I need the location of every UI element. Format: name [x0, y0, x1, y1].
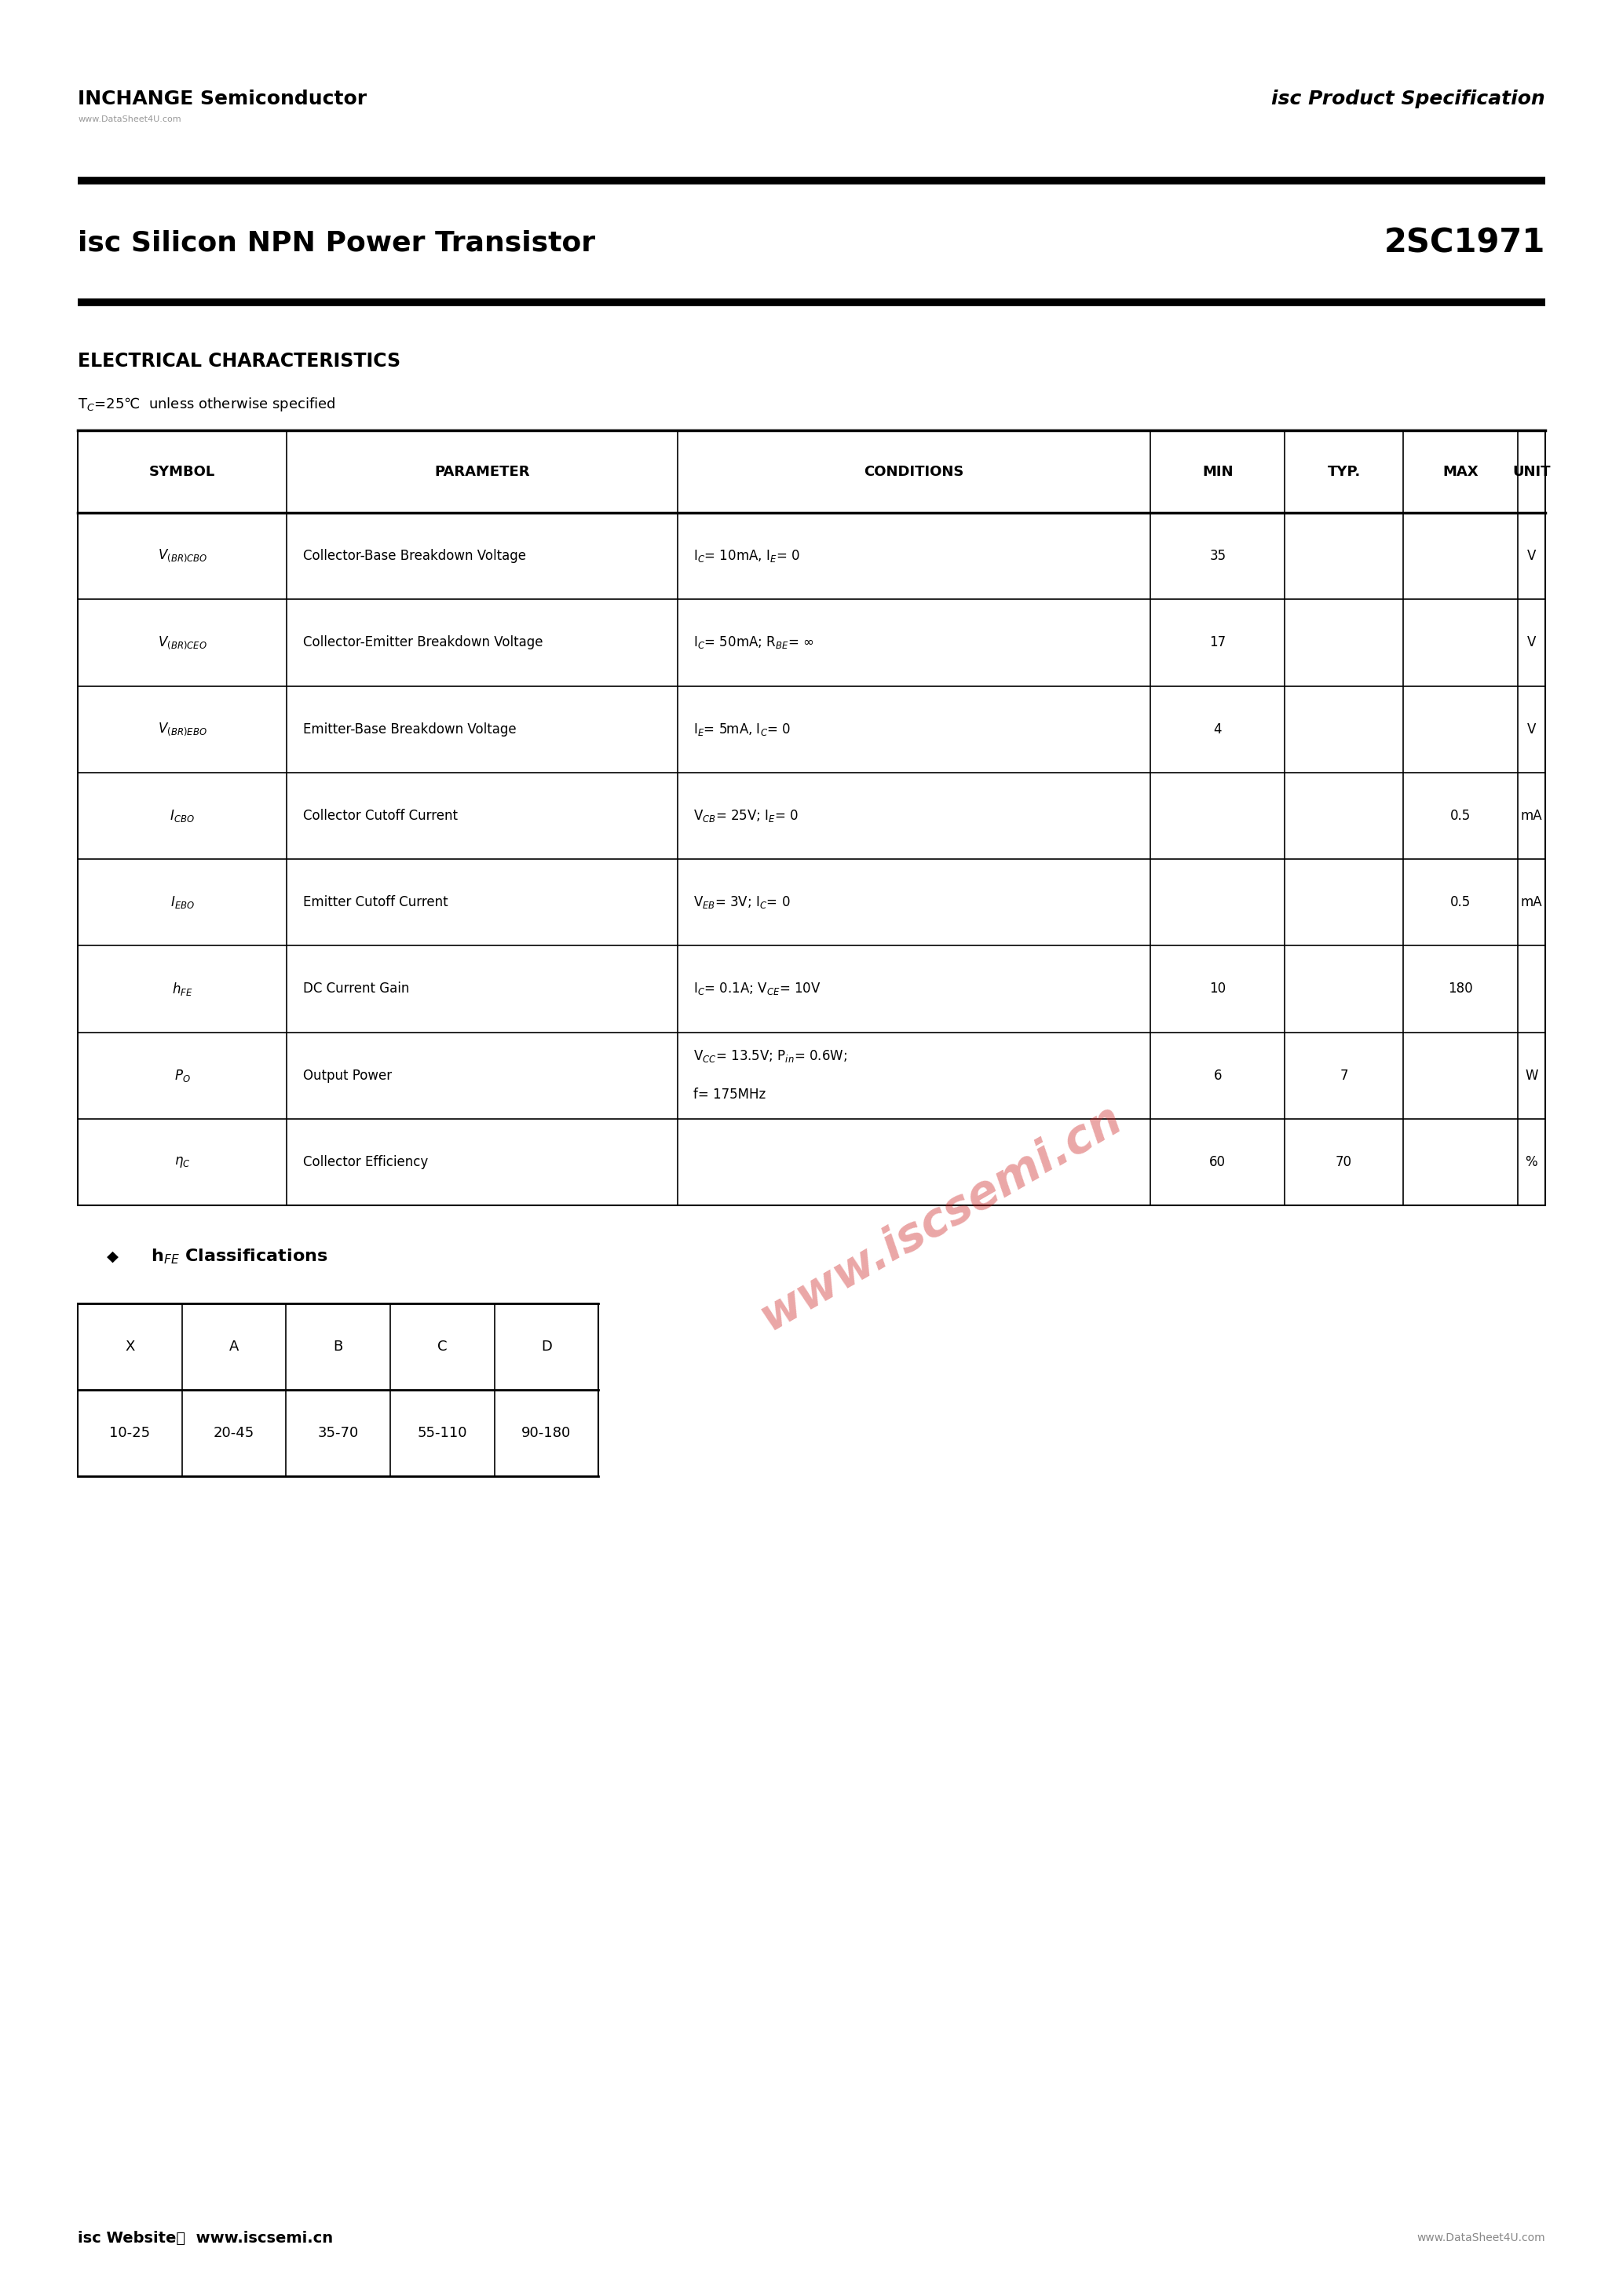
Text: V$_{(BR)EBO}$: V$_{(BR)EBO}$ [157, 721, 208, 737]
Text: f= 175MHz: f= 175MHz [693, 1088, 766, 1102]
Text: 2SC1971: 2SC1971 [1384, 227, 1545, 259]
Text: 4: 4 [1214, 723, 1222, 737]
Text: A: A [229, 1339, 239, 1355]
Text: h$_{FE}$ Classifications: h$_{FE}$ Classifications [151, 1247, 328, 1265]
Text: C: C [438, 1339, 448, 1355]
Text: V: V [1527, 723, 1535, 737]
Text: ◆: ◆ [107, 1249, 118, 1263]
Text: Emitter Cutoff Current: Emitter Cutoff Current [304, 895, 448, 909]
Text: 180: 180 [1448, 983, 1472, 996]
Text: V$_{(BR)CBO}$: V$_{(BR)CBO}$ [157, 549, 208, 565]
Text: D: D [540, 1339, 552, 1355]
Text: www.DataSheet4U.com: www.DataSheet4U.com [1417, 2232, 1545, 2243]
Text: Collector Cutoff Current: Collector Cutoff Current [304, 808, 458, 822]
Text: SYMBOL: SYMBOL [149, 464, 216, 478]
Text: MAX: MAX [1443, 464, 1479, 478]
Text: X: X [125, 1339, 135, 1355]
Bar [78, 1304, 599, 1476]
Text: 20-45: 20-45 [214, 1426, 255, 1440]
Text: 35-70: 35-70 [318, 1426, 359, 1440]
Text: W: W [1526, 1068, 1537, 1081]
Text: I$_C$= 50mA; R$_{BE}$= $\infty$: I$_C$= 50mA; R$_{BE}$= $\infty$ [693, 634, 815, 650]
Text: I$_C$= 0.1A; V$_{CE}$= 10V: I$_C$= 0.1A; V$_{CE}$= 10V [693, 980, 821, 996]
Text: 7: 7 [1341, 1068, 1349, 1081]
Text: CONDITIONS: CONDITIONS [863, 464, 964, 478]
Text: TYP.: TYP. [1328, 464, 1360, 478]
Text: Collector-Emitter Breakdown Voltage: Collector-Emitter Breakdown Voltage [304, 636, 544, 650]
Text: V$_{(BR)CEO}$: V$_{(BR)CEO}$ [157, 634, 208, 650]
Text: V$_{CC}$= 13.5V; P$_{in}$= 0.6W;: V$_{CC}$= 13.5V; P$_{in}$= 0.6W; [693, 1049, 847, 1065]
Text: isc Silicon NPN Power Transistor: isc Silicon NPN Power Transistor [78, 230, 596, 257]
Text: PARAMETER: PARAMETER [435, 464, 529, 478]
Text: ELECTRICAL CHARACTERISTICS: ELECTRICAL CHARACTERISTICS [78, 351, 401, 370]
Text: INCHANGE Semiconductor: INCHANGE Semiconductor [78, 90, 367, 108]
Text: I$_{CBO}$: I$_{CBO}$ [170, 808, 195, 824]
Text: V: V [1527, 636, 1535, 650]
Text: $\eta$$_C$: $\eta$$_C$ [174, 1155, 190, 1169]
Text: 0.5: 0.5 [1449, 808, 1470, 822]
Text: V$_{CB}$= 25V; I$_E$= 0: V$_{CB}$= 25V; I$_E$= 0 [693, 808, 799, 824]
Text: I$_C$= 10mA, I$_E$= 0: I$_C$= 10mA, I$_E$= 0 [693, 549, 800, 565]
Text: isc Website：  www.iscsemi.cn: isc Website： www.iscsemi.cn [78, 2229, 333, 2245]
Text: MIN: MIN [1203, 464, 1233, 478]
Text: 17: 17 [1209, 636, 1225, 650]
Text: 35: 35 [1209, 549, 1225, 563]
Text: 10-25: 10-25 [109, 1426, 151, 1440]
Text: isc Product Specification: isc Product Specification [1271, 90, 1545, 108]
Text: Output Power: Output Power [304, 1068, 393, 1081]
Text: 6: 6 [1214, 1068, 1222, 1081]
Text: 10: 10 [1209, 983, 1225, 996]
Text: 0.5: 0.5 [1449, 895, 1470, 909]
Text: www.DataSheet4U.com: www.DataSheet4U.com [78, 115, 182, 124]
Text: %: % [1526, 1155, 1537, 1169]
Text: P$_O$: P$_O$ [174, 1068, 190, 1084]
Text: V: V [1527, 549, 1535, 563]
Text: mA: mA [1521, 808, 1542, 822]
Text: h$_{FE}$: h$_{FE}$ [172, 980, 193, 996]
Text: www.iscsemi.cn: www.iscsemi.cn [753, 1095, 1130, 1339]
Text: UNIT: UNIT [1513, 464, 1550, 478]
Text: I$_{EBO}$: I$_{EBO}$ [170, 895, 195, 909]
Text: 70: 70 [1336, 1155, 1352, 1169]
Text: I$_E$= 5mA, I$_C$= 0: I$_E$= 5mA, I$_C$= 0 [693, 721, 792, 737]
Text: 90-180: 90-180 [521, 1426, 571, 1440]
Text: V$_{EB}$= 3V; I$_C$= 0: V$_{EB}$= 3V; I$_C$= 0 [693, 895, 790, 909]
Bar [78, 429, 1545, 1205]
Text: mA: mA [1521, 895, 1542, 909]
Text: DC Current Gain: DC Current Gain [304, 983, 409, 996]
Text: T$_C$=25℃  unless otherwise specified: T$_C$=25℃ unless otherwise specified [78, 395, 336, 413]
Text: 60: 60 [1209, 1155, 1225, 1169]
Text: B: B [333, 1339, 342, 1355]
Text: 55-110: 55-110 [417, 1426, 467, 1440]
Text: Collector Efficiency: Collector Efficiency [304, 1155, 428, 1169]
Text: Collector-Base Breakdown Voltage: Collector-Base Breakdown Voltage [304, 549, 526, 563]
Text: Emitter-Base Breakdown Voltage: Emitter-Base Breakdown Voltage [304, 723, 516, 737]
